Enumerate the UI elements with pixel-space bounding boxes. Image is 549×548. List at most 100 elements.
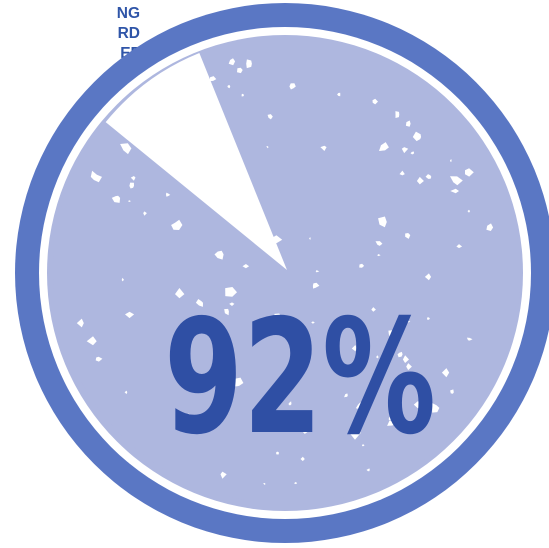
pie-slice-main	[52, 36, 522, 505]
speckle	[432, 403, 440, 413]
speckle	[355, 402, 364, 410]
speckle	[171, 219, 183, 230]
speckle	[121, 277, 124, 282]
speckle	[372, 98, 378, 105]
speckle	[413, 401, 423, 409]
speckle	[246, 59, 252, 69]
speckle	[330, 336, 336, 342]
speckle	[225, 287, 237, 297]
speckle	[143, 211, 147, 216]
speckle	[129, 182, 134, 189]
speckle	[274, 313, 282, 321]
speckle	[450, 389, 454, 394]
value-label: 92%	[164, 286, 436, 470]
speckle	[287, 377, 290, 381]
speckle	[124, 390, 128, 395]
speckle	[410, 151, 415, 155]
speckle	[210, 368, 214, 372]
speckle	[300, 456, 305, 462]
speckle	[187, 413, 190, 416]
speckle	[288, 421, 291, 425]
speckle	[406, 320, 411, 323]
speckle	[76, 318, 84, 328]
speckle	[467, 209, 471, 213]
speckle	[351, 345, 357, 352]
speckle	[401, 147, 409, 154]
speckle	[111, 195, 121, 203]
speckle	[388, 416, 392, 421]
speckle	[125, 311, 135, 319]
speckle	[311, 321, 315, 324]
speckle	[450, 188, 459, 194]
pie-slice-remainder	[105, 53, 287, 271]
speckle	[344, 393, 348, 398]
speckle	[220, 471, 227, 479]
speckle	[209, 76, 217, 82]
speckle	[237, 67, 243, 74]
caption-line: NG	[116, 5, 140, 22]
speckle	[424, 273, 432, 281]
speckle	[289, 83, 296, 90]
speckle	[120, 143, 132, 155]
speckle	[425, 174, 432, 179]
speckle	[406, 363, 412, 371]
speckle	[195, 299, 203, 307]
speckle	[377, 254, 381, 257]
speckle	[166, 192, 171, 197]
speckle	[371, 307, 376, 312]
speckle	[320, 145, 327, 151]
speckle	[412, 131, 422, 142]
speckle	[366, 468, 370, 472]
speckle	[427, 317, 430, 320]
speckle	[450, 159, 452, 163]
speckle	[312, 282, 320, 289]
speckle	[441, 368, 450, 378]
speckle	[276, 451, 279, 455]
speckle	[387, 420, 398, 426]
speckle	[365, 398, 369, 403]
speckle	[465, 168, 474, 177]
speckle	[349, 430, 361, 440]
speckle	[228, 58, 236, 66]
speckle	[293, 481, 298, 485]
speckle	[456, 244, 463, 249]
caption-line: RD	[117, 25, 140, 42]
speckle	[175, 288, 185, 299]
speckle	[241, 93, 245, 97]
speckle	[269, 235, 283, 244]
speckle	[388, 330, 395, 338]
speckle	[299, 348, 312, 356]
speckle	[302, 430, 308, 434]
speckle	[486, 223, 494, 231]
speckle	[231, 377, 244, 387]
speckle	[359, 263, 365, 268]
speckle	[86, 336, 97, 346]
speckle	[95, 356, 103, 362]
speckle	[224, 308, 229, 316]
speckle	[396, 338, 399, 341]
speckle	[362, 444, 365, 447]
pie-slices	[52, 36, 522, 505]
speckle	[263, 483, 266, 485]
speckle	[405, 233, 411, 239]
speckle	[402, 355, 409, 363]
speckle	[375, 241, 383, 246]
speckle	[417, 414, 423, 423]
speckle	[466, 337, 473, 341]
speckle	[397, 351, 403, 358]
speckle	[288, 401, 292, 406]
speckle	[337, 92, 341, 97]
speckle	[405, 120, 411, 127]
speckle	[328, 341, 332, 345]
speckle	[379, 142, 389, 151]
speckle	[229, 302, 235, 306]
speckle	[210, 406, 222, 416]
speckle	[267, 114, 273, 120]
speckle	[450, 176, 463, 186]
speckle	[214, 250, 224, 260]
speckle	[90, 170, 102, 183]
speckle	[395, 111, 400, 118]
distress-speckles	[76, 58, 494, 485]
speckle	[130, 176, 136, 181]
